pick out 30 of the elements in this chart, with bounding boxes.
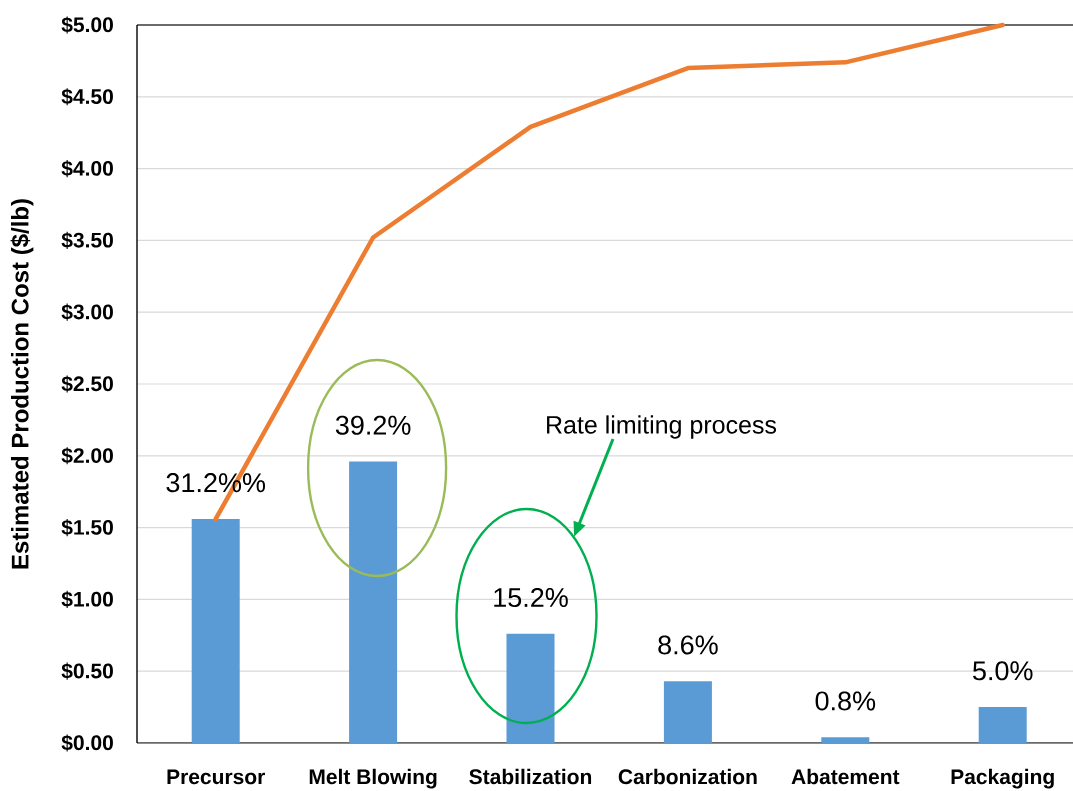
y-tick-label: $2.00 [61,447,113,465]
y-tick-label: $3.50 [61,231,113,249]
bar [506,633,555,743]
y-tick-label: $1.50 [61,519,113,537]
bar [191,518,240,743]
x-tick-label: Melt Blowing [309,768,437,789]
annotation: 5.0% [973,661,1033,681]
annotation: Rate limiting process [547,415,777,439]
annotation: 39.2% [335,415,411,435]
x-tick-label: Packaging [951,768,1054,789]
y-tick-label: $1.00 [61,590,113,608]
y-tick-label: $5.00 [61,16,113,34]
x-tick-label: Abatement [791,768,900,785]
y-tick-label: $2.50 [61,375,113,393]
annotation: 0.8% [815,691,876,711]
annotation: 15.2% [494,588,568,608]
y-axis-title: Estimated Production Cost ($/lb) [10,199,34,569]
y-tick-label: $0.50 [61,662,113,680]
y-tick-label: $4.50 [61,88,113,106]
bar [821,737,870,743]
bar [349,461,398,743]
bar [978,707,1027,743]
y-tick-label: $3.00 [61,303,113,321]
x-tick-label: Stabilization [469,768,592,785]
x-tick-label: Carbonization [618,768,757,785]
x-tick-label: Precursor [167,769,265,785]
y-tick-label: $0.00 [61,734,113,752]
bar [663,681,712,743]
annotation: 8.6% [658,635,718,655]
y-tick-label: $4.00 [61,160,113,178]
